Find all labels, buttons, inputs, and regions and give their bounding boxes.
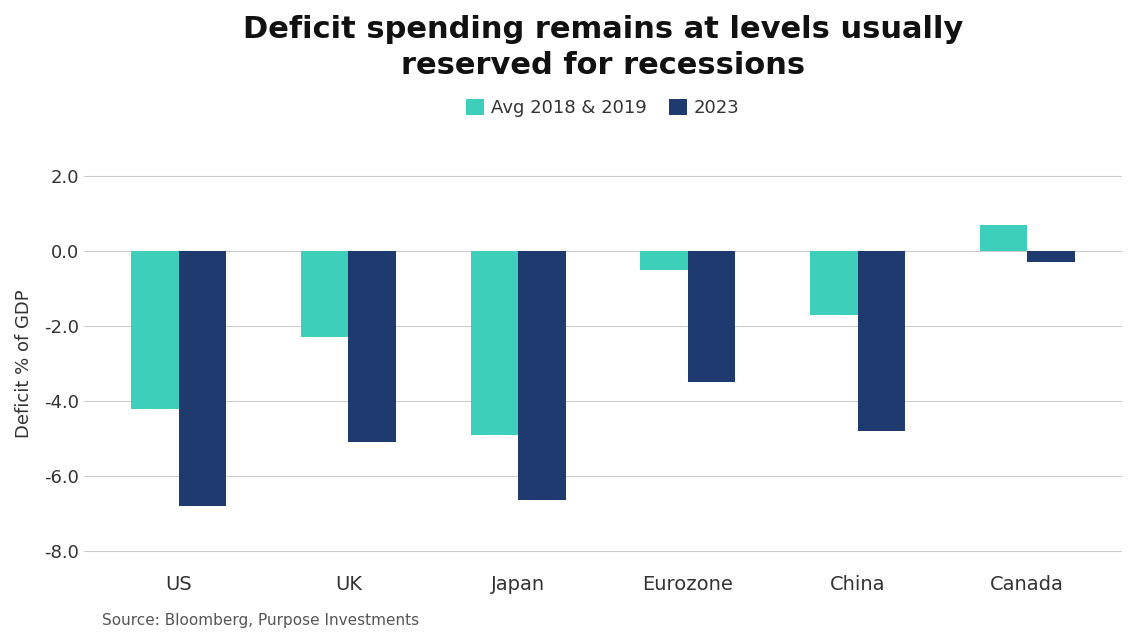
Legend: Avg 2018 & 2019, 2023: Avg 2018 & 2019, 2023	[459, 92, 747, 125]
Bar	[131, 251, 179, 408]
Bar	[640, 251, 688, 269]
Bar	[810, 251, 857, 314]
Bar	[518, 251, 565, 500]
Bar	[471, 251, 518, 435]
Text: Source: Bloomberg, Purpose Investments: Source: Bloomberg, Purpose Investments	[102, 612, 420, 628]
Bar	[179, 251, 226, 506]
Bar	[348, 251, 396, 443]
Bar	[980, 224, 1028, 251]
Bar	[857, 251, 905, 431]
Bar	[1028, 251, 1074, 262]
Bar	[688, 251, 736, 382]
Bar	[301, 251, 348, 337]
Y-axis label: Deficit % of GDP: Deficit % of GDP	[15, 289, 33, 438]
Title: Deficit spending remains at levels usually
reserved for recessions: Deficit spending remains at levels usual…	[243, 15, 963, 80]
